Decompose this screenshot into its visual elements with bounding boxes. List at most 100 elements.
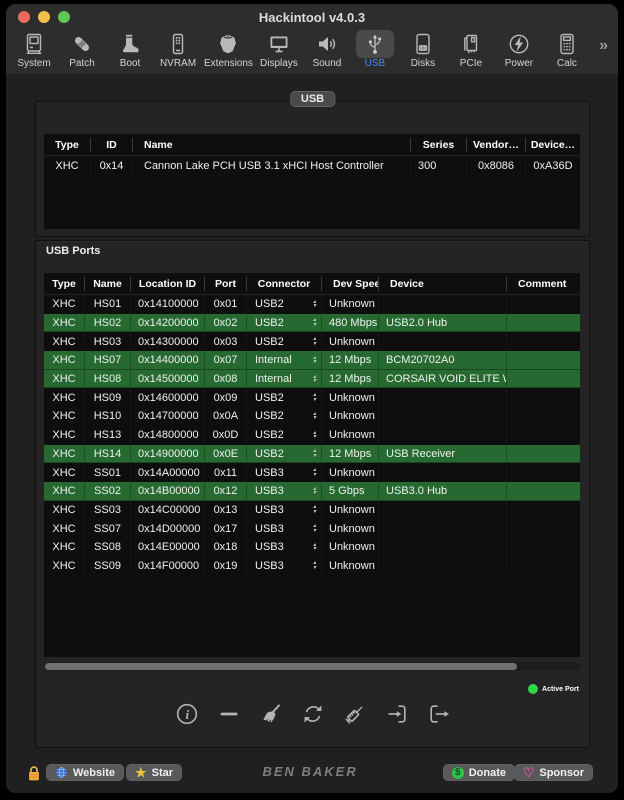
connector-dropdown[interactable]: USB3 ▴ ▾ — [246, 519, 321, 538]
refresh-button[interactable] — [300, 701, 326, 727]
pcie-icon — [452, 30, 490, 58]
connector-dropdown[interactable]: USB2 ▴ ▾ — [246, 388, 321, 407]
column-header-vendor[interactable]: Vendor… — [466, 137, 525, 152]
zoom-button[interactable] — [58, 11, 70, 23]
info-button[interactable]: i — [174, 701, 200, 727]
ben-baker-logo: BEN BAKER — [262, 764, 358, 779]
column-header-device[interactable]: Device… — [525, 137, 580, 152]
stepper-arrows-icon: ▴ ▾ — [312, 448, 316, 459]
toolbar-overflow-chevron-icon[interactable]: » — [599, 37, 608, 54]
connector-dropdown[interactable]: USB3 ▴ ▾ — [246, 557, 321, 576]
donate-button[interactable]: $ Donate — [442, 764, 515, 781]
column-header-name[interactable]: Name — [132, 137, 410, 152]
connector-dropdown[interactable]: USB2 ▴ ▾ — [246, 407, 321, 426]
column-header-type[interactable]: Type — [52, 277, 76, 290]
usb-port-row[interactable]: XHC SS03 0x14C00000 0x13 USB3 ▴ ▾ Unknown — [44, 501, 580, 520]
column-header-series[interactable]: Series — [410, 137, 466, 152]
connector-value: USB3 — [255, 541, 284, 554]
toolbar-item-displays[interactable]: Displays — [255, 30, 303, 69]
usb-port-row[interactable]: XHC SS01 0x14A00000 0x11 USB3 ▴ ▾ Unknown — [44, 463, 580, 482]
usb-port-row[interactable]: XHC SS07 0x14D00000 0x17 USB3 ▴ ▾ Unknown — [44, 519, 580, 538]
displays-icon — [260, 30, 298, 58]
column-header-type[interactable]: Type — [55, 138, 79, 151]
toolbar-item-label: Patch — [69, 58, 95, 69]
connector-dropdown[interactable]: Internal ▴ ▾ — [246, 369, 321, 389]
toolbar-item-power[interactable]: Power — [495, 30, 543, 69]
usb-ports-table: Type Name Location ID Port Connector Dev… — [44, 273, 580, 657]
connector-dropdown[interactable]: Internal ▴ ▾ — [246, 351, 321, 370]
horizontal-scrollbar[interactable] — [44, 662, 580, 671]
system-icon — [15, 30, 53, 58]
toolbar-item-disks[interactable]: Disks — [399, 30, 447, 69]
import-button[interactable] — [384, 701, 410, 727]
stepper-arrows-icon: ▴ ▾ — [312, 336, 316, 347]
sponsor-button[interactable]: ♡ Sponsor — [513, 764, 593, 781]
power-icon — [500, 30, 538, 58]
toolbar-item-label: Power — [504, 58, 534, 69]
connector-dropdown[interactable]: USB3 ▴ ▾ — [246, 538, 321, 557]
toolbar-item-label: Displays — [260, 58, 298, 69]
toolbar-item-usb[interactable]: USB — [351, 30, 399, 69]
stepper-arrows-icon: ▴ ▾ — [312, 523, 316, 534]
stepper-arrows-icon: ▴ ▾ — [312, 354, 316, 366]
usb-port-row[interactable]: XHC SS02 0x14B00000 0x12 USB3 ▴ ▾ 5 Gbps … — [44, 481, 580, 501]
connector-dropdown[interactable]: USB3 ▴ ▾ — [246, 501, 321, 520]
toolbar-item-pcie[interactable]: PCIe — [447, 30, 495, 69]
stepper-arrows-icon: ▴ ▾ — [312, 298, 316, 310]
connector-value: Internal — [255, 373, 292, 386]
usb-port-row[interactable]: XHC HS01 0x14100000 0x01 USB2 ▴ ▾ Unknown — [44, 295, 580, 314]
main-content: USB Type ID Name Series Vendor… Device… … — [6, 74, 618, 793]
toolbar-item-boot[interactable]: Boot — [106, 30, 154, 69]
disks-icon — [404, 30, 442, 58]
titlebar[interactable]: Hackintool v4.0.3 — [6, 4, 618, 30]
toolbar-item-system[interactable]: System — [10, 30, 58, 69]
export-button[interactable] — [426, 701, 452, 727]
column-header-name[interactable]: Name — [84, 276, 130, 291]
patch-icon — [63, 30, 101, 58]
toolbar-item-extensions[interactable]: Extensions — [202, 30, 255, 69]
inject-button[interactable] — [342, 701, 368, 727]
column-header-dev-speed[interactable]: Dev Speed — [321, 276, 378, 291]
usb-port-row[interactable]: XHC HS09 0x14600000 0x09 USB2 ▴ ▾ Unknown — [44, 388, 580, 407]
minimize-button[interactable] — [38, 11, 50, 23]
toolbar-item-calc[interactable]: Calc — [543, 30, 591, 69]
connector-dropdown[interactable]: USB2 ▴ ▾ — [246, 295, 321, 314]
connector-dropdown[interactable]: USB2 ▴ ▾ — [246, 444, 321, 464]
website-button[interactable]: Website — [46, 764, 124, 781]
connector-value: USB3 — [255, 485, 284, 498]
column-header-connector[interactable]: Connector — [246, 276, 321, 291]
close-button[interactable] — [18, 11, 30, 23]
usb-port-row[interactable]: XHC SS09 0x14F00000 0x19 USB3 ▴ ▾ Unknown — [44, 557, 580, 576]
usb-port-row[interactable]: XHC HS13 0x14800000 0x0D USB2 ▴ ▾ Unknown — [44, 426, 580, 445]
column-header-id[interactable]: ID — [90, 137, 132, 152]
sound-icon — [308, 30, 346, 58]
toolbar-item-sound[interactable]: Sound — [303, 30, 351, 69]
usb-port-row[interactable]: XHC HS14 0x14900000 0x0E USB2 ▴ ▾ 12 Mbps… — [44, 444, 580, 464]
column-header-port[interactable]: Port — [204, 276, 246, 291]
remove-button[interactable] — [216, 701, 242, 727]
column-header-location-id[interactable]: Location ID — [130, 276, 204, 291]
connector-dropdown[interactable]: USB2 ▴ ▾ — [246, 313, 321, 333]
connector-dropdown[interactable]: USB3 ▴ ▾ — [246, 481, 321, 501]
usb-port-row[interactable]: XHC SS08 0x14E00000 0x18 USB3 ▴ ▾ Unknown — [44, 538, 580, 557]
column-header-comment[interactable]: Comment — [506, 276, 580, 291]
toolbar-item-patch[interactable]: Patch — [58, 30, 106, 69]
usb-port-row[interactable]: XHC HS03 0x14300000 0x03 USB2 ▴ ▾ Unknown — [44, 332, 580, 351]
horizontal-scrollbar-thumb[interactable] — [45, 663, 517, 670]
lock-icon[interactable] — [26, 764, 42, 782]
connector-dropdown[interactable]: USB2 ▴ ▾ — [246, 332, 321, 351]
toolbar-item-label: USB — [364, 58, 386, 69]
usb-port-row[interactable]: XHC HS08 0x14500000 0x08 Internal ▴ ▾ 12 … — [44, 369, 580, 389]
controller-row[interactable]: XHC 0x14 Cannon Lake PCH USB 3.1 xHCI Ho… — [44, 156, 580, 176]
usb-port-row[interactable]: XHC HS10 0x14700000 0x0A USB2 ▴ ▾ Unknown — [44, 407, 580, 426]
connector-dropdown[interactable]: USB3 ▴ ▾ — [246, 463, 321, 482]
usb-port-row[interactable]: XHC HS07 0x14400000 0x07 Internal ▴ ▾ 12 … — [44, 351, 580, 370]
toolbar-item-label: Sound — [312, 58, 342, 69]
stepper-arrows-icon: ▴ ▾ — [312, 560, 316, 571]
connector-dropdown[interactable]: USB2 ▴ ▾ — [246, 426, 321, 445]
column-header-device[interactable]: Device — [378, 276, 506, 291]
toolbar-item-nvram[interactable]: NVRAM — [154, 30, 202, 69]
star-button[interactable]: ★ Star — [126, 764, 183, 781]
clean-button[interactable] — [258, 701, 284, 727]
usb-port-row[interactable]: XHC HS02 0x14200000 0x02 USB2 ▴ ▾ 480 Mbp… — [44, 313, 580, 333]
